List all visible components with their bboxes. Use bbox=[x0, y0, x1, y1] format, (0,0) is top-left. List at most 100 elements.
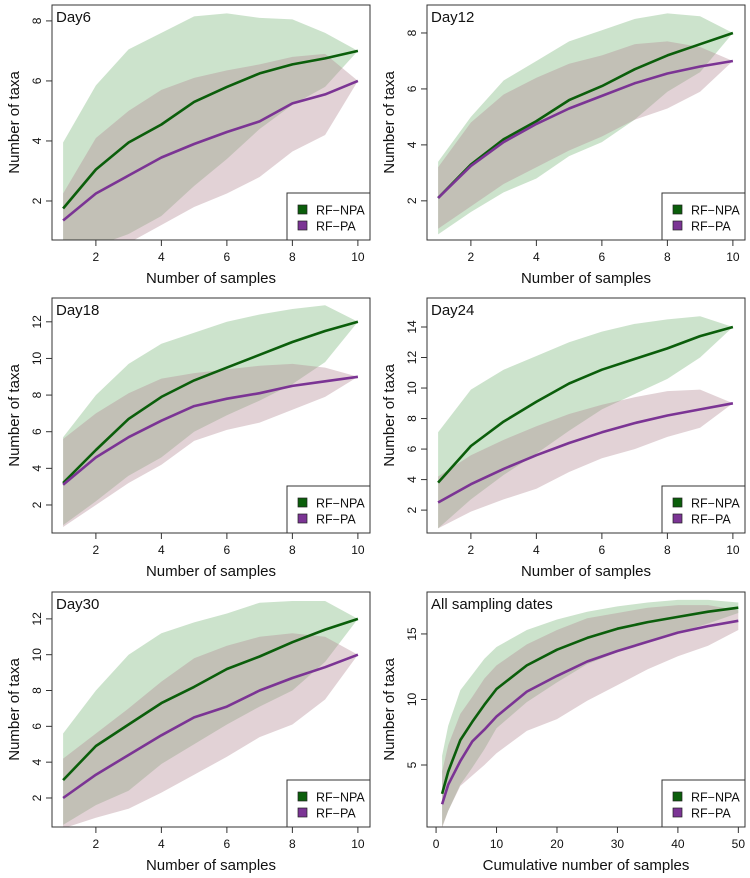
y-tick-label: 6 bbox=[30, 723, 44, 730]
x-tick-label: 0 bbox=[433, 837, 440, 851]
x-tick-label: 40 bbox=[671, 837, 685, 851]
legend-box bbox=[286, 779, 371, 828]
y-axis-label: Number of taxa bbox=[381, 71, 398, 174]
plot-area bbox=[62, 13, 359, 240]
y-tick-label: 2 bbox=[30, 501, 44, 508]
y-tick-label: 8 bbox=[30, 17, 44, 24]
y-tick-label: 10 bbox=[405, 381, 419, 395]
x-axis-label: Number of samples bbox=[146, 563, 276, 580]
legend-label: RF−PA bbox=[316, 807, 356, 821]
pa-legend-swatch bbox=[672, 513, 683, 524]
panel-title: Day18 bbox=[56, 302, 99, 319]
pa-mean-line bbox=[437, 402, 734, 504]
legend-label: RF−PA bbox=[316, 220, 356, 234]
npa-confidence-band bbox=[438, 316, 733, 529]
legend: RF−NPA RF−PA bbox=[661, 485, 746, 534]
chart-panel-1: 2 4 6 8 10 2 4 6 8 Number of samples Number of tax… bbox=[6, 4, 371, 287]
x-tick-label: 4 bbox=[158, 543, 165, 557]
x-tick-label: 2 bbox=[93, 250, 100, 264]
npa-legend-swatch bbox=[297, 204, 308, 215]
npa-legend-swatch bbox=[672, 204, 683, 215]
npa-mean-line bbox=[62, 320, 359, 484]
y-axis-label: Number of taxa bbox=[381, 658, 398, 761]
y-tick-label: 2 bbox=[30, 794, 44, 801]
npa-legend-swatch bbox=[297, 497, 308, 508]
y-tick-label: 6 bbox=[30, 77, 44, 84]
y-tick-label: 10 bbox=[30, 648, 44, 662]
x-tick-label: 10 bbox=[726, 250, 740, 264]
pa-confidence-band bbox=[63, 53, 358, 240]
plot-area bbox=[62, 305, 359, 527]
x-tick-label: 10 bbox=[351, 543, 365, 557]
y-tick-label: 12 bbox=[30, 612, 44, 626]
x-axis-label: Number of samples bbox=[521, 563, 651, 580]
y-axis-label: Number of taxa bbox=[6, 658, 23, 761]
legend-label: RF−NPA bbox=[691, 791, 740, 805]
x-tick-label: 2 bbox=[468, 250, 475, 264]
plot-area bbox=[437, 316, 734, 529]
legend-box bbox=[661, 192, 746, 241]
x-tick-label: 10 bbox=[351, 250, 365, 264]
x-tick-label: 6 bbox=[599, 250, 606, 264]
plot-area bbox=[437, 13, 734, 235]
y-tick-label: 10 bbox=[405, 692, 419, 706]
y-tick-label: 6 bbox=[405, 85, 419, 92]
x-tick-label: 8 bbox=[664, 543, 671, 557]
x-tick-label: 30 bbox=[611, 837, 625, 851]
npa-mean-line bbox=[440, 606, 739, 795]
legend: RF−NPA RF−PA bbox=[286, 779, 371, 828]
legend-box bbox=[286, 485, 371, 534]
x-tick-label: 20 bbox=[550, 837, 564, 851]
y-tick-label: 4 bbox=[30, 759, 44, 766]
y-tick-label: 12 bbox=[405, 351, 419, 365]
y-tick-label: 6 bbox=[30, 428, 44, 435]
y-tick-label: 5 bbox=[405, 761, 419, 768]
plot-area bbox=[62, 601, 359, 827]
legend: RF−NPA RF−PA bbox=[661, 779, 746, 828]
x-tick-label: 8 bbox=[664, 250, 671, 264]
y-tick-label: 2 bbox=[405, 197, 419, 204]
x-axis-label: Number of samples bbox=[146, 270, 276, 287]
pa-legend-swatch bbox=[297, 513, 308, 524]
legend-label: RF−PA bbox=[691, 220, 731, 234]
pa-mean-line bbox=[437, 59, 734, 199]
pa-confidence-band bbox=[438, 389, 733, 529]
panel-title: Day24 bbox=[431, 302, 474, 319]
x-tick-label: 10 bbox=[726, 543, 740, 557]
legend-box bbox=[661, 779, 746, 828]
x-tick-label: 2 bbox=[93, 837, 100, 851]
legend: RF−NPA RF−PA bbox=[661, 192, 746, 241]
y-tick-label: 12 bbox=[30, 315, 44, 329]
legend: RF−NPA RF−PA bbox=[286, 485, 371, 534]
y-tick-label: 8 bbox=[30, 687, 44, 694]
y-tick-label: 15 bbox=[405, 627, 419, 641]
x-axis-label: Cumulative number of samples bbox=[483, 857, 690, 874]
y-tick-label: 8 bbox=[405, 415, 419, 422]
npa-mean-line bbox=[437, 325, 734, 484]
x-tick-label: 4 bbox=[158, 250, 165, 264]
y-tick-label: 4 bbox=[30, 137, 44, 144]
x-tick-label: 6 bbox=[224, 837, 231, 851]
legend-label: RF−NPA bbox=[691, 204, 740, 218]
x-tick-label: 8 bbox=[289, 250, 296, 264]
y-tick-label: 10 bbox=[30, 351, 44, 365]
x-tick-label: 50 bbox=[732, 837, 746, 851]
x-tick-label: 8 bbox=[289, 837, 296, 851]
chart-panel-6: 0 10 20 30 40 50 5 10 15 Cumulative number of sam… bbox=[381, 591, 746, 874]
legend-label: RF−PA bbox=[691, 513, 731, 527]
y-tick-label: 2 bbox=[405, 506, 419, 513]
pa-legend-swatch bbox=[672, 220, 683, 231]
y-tick-label: 4 bbox=[405, 141, 419, 148]
y-axis-label: Number of taxa bbox=[6, 71, 23, 174]
x-axis-label: Number of samples bbox=[521, 270, 651, 287]
y-tick-label: 8 bbox=[405, 29, 419, 36]
x-tick-label: 6 bbox=[599, 543, 606, 557]
pa-confidence-band bbox=[63, 363, 358, 527]
npa-mean-line bbox=[437, 31, 734, 199]
panel-title: Day30 bbox=[56, 596, 99, 613]
pa-legend-swatch bbox=[297, 807, 308, 818]
plot-area bbox=[440, 599, 739, 827]
legend-label: RF−PA bbox=[316, 513, 356, 527]
legend-box bbox=[286, 192, 371, 241]
x-tick-label: 6 bbox=[224, 250, 231, 264]
